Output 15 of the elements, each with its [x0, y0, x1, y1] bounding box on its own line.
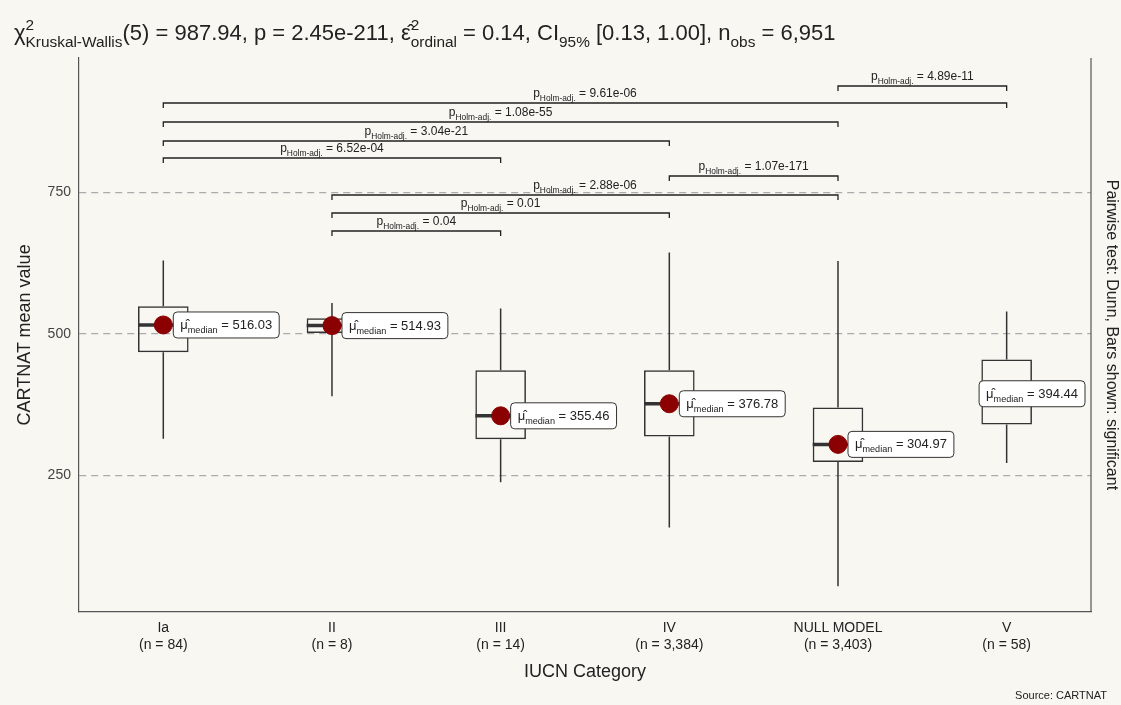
point	[491, 406, 511, 426]
x-tick-label: II (n = 8)	[311, 619, 353, 652]
y-tick-label: 250	[47, 466, 72, 483]
x-axis-title: IUCN Category	[523, 661, 646, 682]
source-note: Source: CARTNAT	[1015, 689, 1108, 701]
x-tick-label: V (n = 58)	[982, 619, 1031, 652]
x-tick-label: Ia (n = 84)	[138, 619, 188, 652]
x-tick-label: III (n = 14)	[476, 619, 525, 652]
y-tick-label: 750	[47, 183, 72, 200]
text: Pairwise test: Dunn, Bars shown: significant	[1104, 179, 1121, 491]
point	[322, 316, 342, 336]
x-tick-label: NULL MODEL (n = 3,403)	[793, 619, 883, 652]
y-tick-label: 500	[47, 324, 72, 341]
y-axis-title: CARTNAT mean value	[13, 244, 34, 426]
x-tick-label: IV (n = 3,384)	[635, 619, 704, 652]
